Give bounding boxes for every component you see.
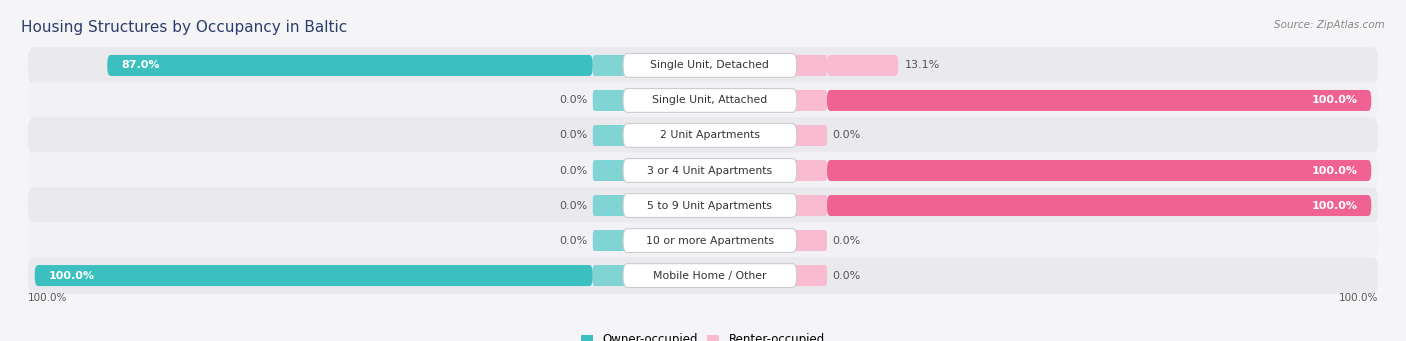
Text: Source: ZipAtlas.com: Source: ZipAtlas.com [1274, 20, 1385, 30]
Text: 0.0%: 0.0% [832, 270, 860, 281]
FancyBboxPatch shape [793, 230, 827, 251]
Text: 0.0%: 0.0% [560, 201, 588, 210]
FancyBboxPatch shape [623, 159, 797, 182]
FancyBboxPatch shape [623, 228, 797, 252]
FancyBboxPatch shape [28, 47, 1378, 84]
Text: 100.0%: 100.0% [1312, 201, 1358, 210]
FancyBboxPatch shape [827, 90, 1371, 111]
FancyBboxPatch shape [28, 117, 1378, 154]
Text: 13.1%: 13.1% [905, 60, 941, 71]
FancyBboxPatch shape [827, 195, 1371, 216]
Text: 2 Unit Apartments: 2 Unit Apartments [659, 131, 759, 140]
Text: 100.0%: 100.0% [48, 270, 94, 281]
Text: 5 to 9 Unit Apartments: 5 to 9 Unit Apartments [647, 201, 772, 210]
Text: 0.0%: 0.0% [560, 131, 588, 140]
FancyBboxPatch shape [28, 152, 1378, 189]
FancyBboxPatch shape [593, 160, 627, 181]
FancyBboxPatch shape [623, 194, 797, 218]
FancyBboxPatch shape [793, 195, 827, 216]
FancyBboxPatch shape [28, 257, 1378, 294]
Text: 100.0%: 100.0% [1339, 293, 1378, 303]
FancyBboxPatch shape [593, 230, 627, 251]
FancyBboxPatch shape [593, 265, 627, 286]
FancyBboxPatch shape [107, 55, 593, 76]
Text: Single Unit, Detached: Single Unit, Detached [651, 60, 769, 71]
FancyBboxPatch shape [793, 90, 827, 111]
FancyBboxPatch shape [827, 160, 1371, 181]
FancyBboxPatch shape [623, 123, 797, 147]
FancyBboxPatch shape [593, 90, 627, 111]
Text: Housing Structures by Occupancy in Baltic: Housing Structures by Occupancy in Balti… [21, 20, 347, 35]
FancyBboxPatch shape [793, 160, 827, 181]
Text: 100.0%: 100.0% [1312, 165, 1358, 176]
FancyBboxPatch shape [593, 195, 627, 216]
Text: 0.0%: 0.0% [832, 236, 860, 246]
FancyBboxPatch shape [28, 187, 1378, 224]
Text: 0.0%: 0.0% [560, 95, 588, 105]
FancyBboxPatch shape [623, 264, 797, 287]
FancyBboxPatch shape [827, 55, 898, 76]
Text: 100.0%: 100.0% [28, 293, 67, 303]
Text: 0.0%: 0.0% [560, 165, 588, 176]
Legend: Owner-occupied, Renter-occupied: Owner-occupied, Renter-occupied [576, 329, 830, 341]
Text: 10 or more Apartments: 10 or more Apartments [645, 236, 773, 246]
FancyBboxPatch shape [28, 82, 1378, 119]
FancyBboxPatch shape [593, 55, 627, 76]
FancyBboxPatch shape [35, 265, 593, 286]
Text: 0.0%: 0.0% [560, 236, 588, 246]
Text: 3 or 4 Unit Apartments: 3 or 4 Unit Apartments [647, 165, 772, 176]
Text: 0.0%: 0.0% [832, 131, 860, 140]
FancyBboxPatch shape [793, 125, 827, 146]
FancyBboxPatch shape [593, 125, 627, 146]
FancyBboxPatch shape [28, 222, 1378, 259]
FancyBboxPatch shape [623, 54, 797, 77]
Text: 87.0%: 87.0% [121, 60, 159, 71]
FancyBboxPatch shape [793, 265, 827, 286]
FancyBboxPatch shape [623, 89, 797, 113]
FancyBboxPatch shape [793, 55, 827, 76]
Text: Single Unit, Attached: Single Unit, Attached [652, 95, 768, 105]
Text: 100.0%: 100.0% [1312, 95, 1358, 105]
Text: Mobile Home / Other: Mobile Home / Other [654, 270, 766, 281]
